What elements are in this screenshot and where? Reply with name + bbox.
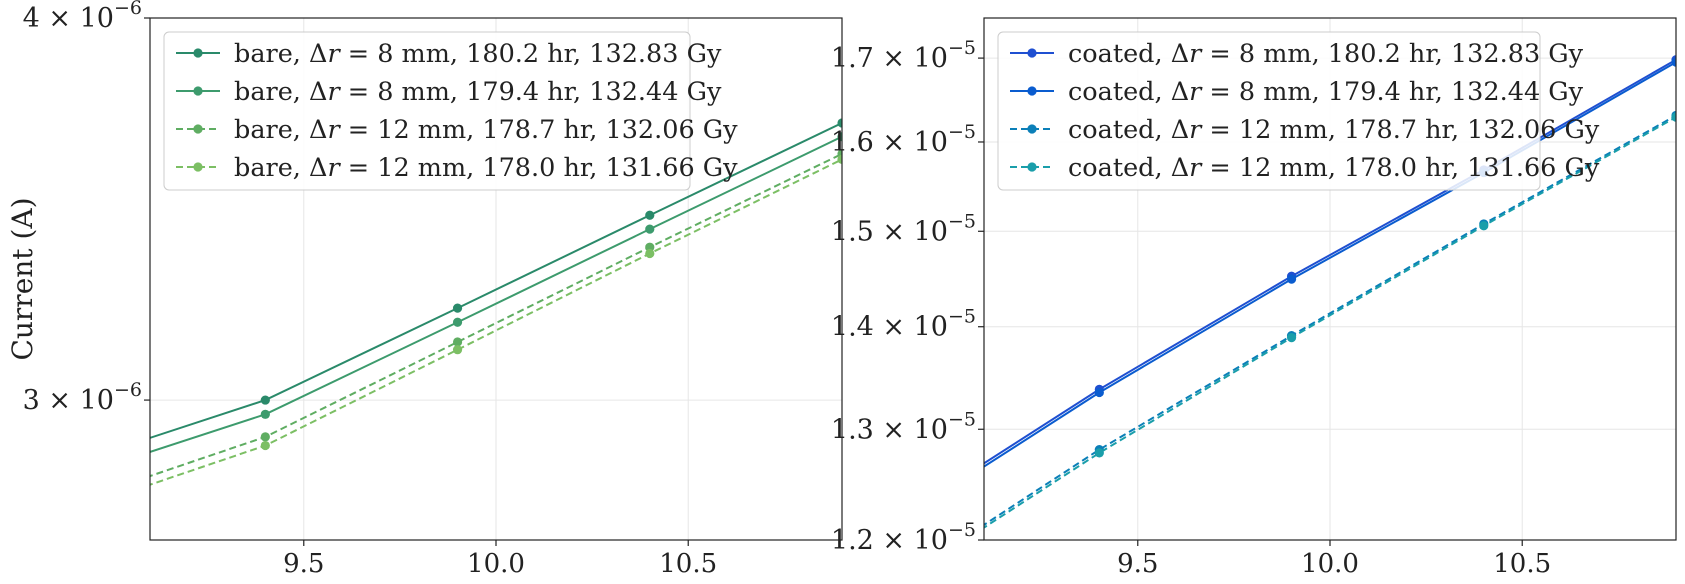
data-point bbox=[645, 224, 655, 234]
plot-area bbox=[150, 118, 842, 486]
data-point bbox=[452, 303, 463, 313]
legend: bare, Δr = 8 mm, 180.2 hr, 132.83 Gy bare… bbox=[163, 31, 738, 191]
x-tick-label: 10.5 bbox=[1493, 549, 1551, 579]
data-point bbox=[452, 317, 463, 327]
coated-current-chart: 9.5 10.0 10.5 1.2 × 10−5 1.3 × 10−5 1.4 × 10−… bbox=[831, 17, 1677, 579]
data-point bbox=[1671, 112, 1676, 122]
data-point bbox=[1286, 274, 1297, 284]
series-line-3 bbox=[150, 152, 842, 478]
data-point bbox=[452, 345, 463, 355]
legend-marker bbox=[1027, 124, 1037, 134]
data-point bbox=[260, 440, 270, 451]
data-point bbox=[837, 118, 842, 128]
data-point bbox=[260, 409, 270, 419]
y-tick-label: 1.4 × 10−5 bbox=[831, 306, 976, 343]
y-tick-label: 3 × 10−6 bbox=[23, 379, 142, 416]
legend-entry-1: coated, Δr = 8 mm, 180.2 hr, 132.83 Gy bbox=[1010, 39, 1584, 69]
data-point bbox=[1286, 333, 1297, 343]
y-axis-label: Current (A) bbox=[6, 197, 39, 360]
x-tick-label: 9.5 bbox=[1117, 549, 1158, 579]
x-tick-label: 10.5 bbox=[659, 549, 717, 579]
data-point bbox=[1094, 387, 1104, 398]
legend-label: coated, Δr = 8 mm, 179.4 hr, 132.44 Gy bbox=[1068, 77, 1584, 107]
legend-label: coated, Δr = 8 mm, 180.2 hr, 132.83 Gy bbox=[1068, 39, 1584, 69]
legend-entry-2: coated, Δr = 8 mm, 179.4 hr, 132.44 Gy bbox=[1010, 77, 1584, 107]
legend-label: bare, Δr = 8 mm, 180.2 hr, 132.83 Gy bbox=[234, 39, 722, 69]
legend-label: bare, Δr = 12 mm, 178.7 hr, 132.06 Gy bbox=[234, 115, 738, 145]
legend-label: bare, Δr = 12 mm, 178.0 hr, 131.66 Gy bbox=[234, 153, 738, 183]
data-point bbox=[645, 242, 655, 252]
series-line-4 bbox=[150, 158, 842, 486]
data-point bbox=[645, 210, 655, 220]
data-point bbox=[1094, 448, 1104, 458]
x-tick-label: 10.0 bbox=[1301, 549, 1359, 579]
y-tick-label: 1.3 × 10−5 bbox=[831, 408, 976, 445]
y-tick-label: 4 × 10−6 bbox=[23, 0, 142, 34]
legend-marker bbox=[193, 86, 203, 96]
data-point bbox=[1479, 221, 1489, 231]
legend-marker bbox=[193, 48, 203, 58]
legend-marker bbox=[193, 124, 203, 134]
plot-area bbox=[984, 55, 1676, 529]
legend-marker bbox=[1027, 86, 1037, 96]
legend-entry-4: coated, Δr = 12 mm, 178.0 hr, 131.66 Gy bbox=[1010, 153, 1600, 183]
legend-entry-1: bare, Δr = 8 mm, 180.2 hr, 132.83 Gy bbox=[176, 39, 722, 69]
legend-label: coated, Δr = 12 mm, 178.0 hr, 131.66 Gy bbox=[1068, 153, 1600, 183]
legend-entry-3: bare, Δr = 12 mm, 178.7 hr, 132.06 Gy bbox=[176, 115, 738, 145]
data-point bbox=[837, 132, 842, 142]
data-point bbox=[260, 395, 270, 405]
legend-entry-4: bare, Δr = 12 mm, 178.0 hr, 131.66 Gy bbox=[176, 153, 738, 183]
legend-marker bbox=[1027, 48, 1037, 58]
y-tick-label: 1.2 × 10−5 bbox=[831, 519, 976, 556]
data-point bbox=[645, 248, 655, 259]
y-tick-label: 1.6 × 10−5 bbox=[831, 121, 976, 158]
legend-entry-3: coated, Δr = 12 mm, 178.7 hr, 132.06 Gy bbox=[1010, 115, 1600, 145]
data-point bbox=[1671, 57, 1676, 67]
y-tick-label: 1.5 × 10−5 bbox=[831, 210, 976, 247]
data-point bbox=[837, 154, 842, 165]
x-tick-label: 10.0 bbox=[467, 549, 525, 579]
legend-label: bare, Δr = 8 mm, 179.4 hr, 132.44 Gy bbox=[234, 77, 722, 107]
legend-marker bbox=[193, 162, 203, 172]
legend-box bbox=[997, 31, 1541, 191]
data-point bbox=[260, 432, 270, 442]
legend-marker bbox=[1027, 162, 1037, 172]
x-tick-label: 9.5 bbox=[283, 549, 324, 579]
legend-entry-2: bare, Δr = 8 mm, 179.4 hr, 132.44 Gy bbox=[176, 77, 722, 107]
bare-current-chart: 9.5 10.0 10.5 3 × 10−6 4 × 10−6 Current (A) ba… bbox=[6, 0, 843, 579]
legend: coated, Δr = 8 mm, 180.2 hr, 132.83 Gy co… bbox=[997, 31, 1600, 191]
y-tick-label: 1.7 × 10−5 bbox=[831, 37, 976, 74]
data-point bbox=[452, 337, 463, 347]
legend-label: coated, Δr = 12 mm, 178.7 hr, 132.06 Gy bbox=[1068, 115, 1600, 145]
legend-box bbox=[163, 31, 691, 191]
